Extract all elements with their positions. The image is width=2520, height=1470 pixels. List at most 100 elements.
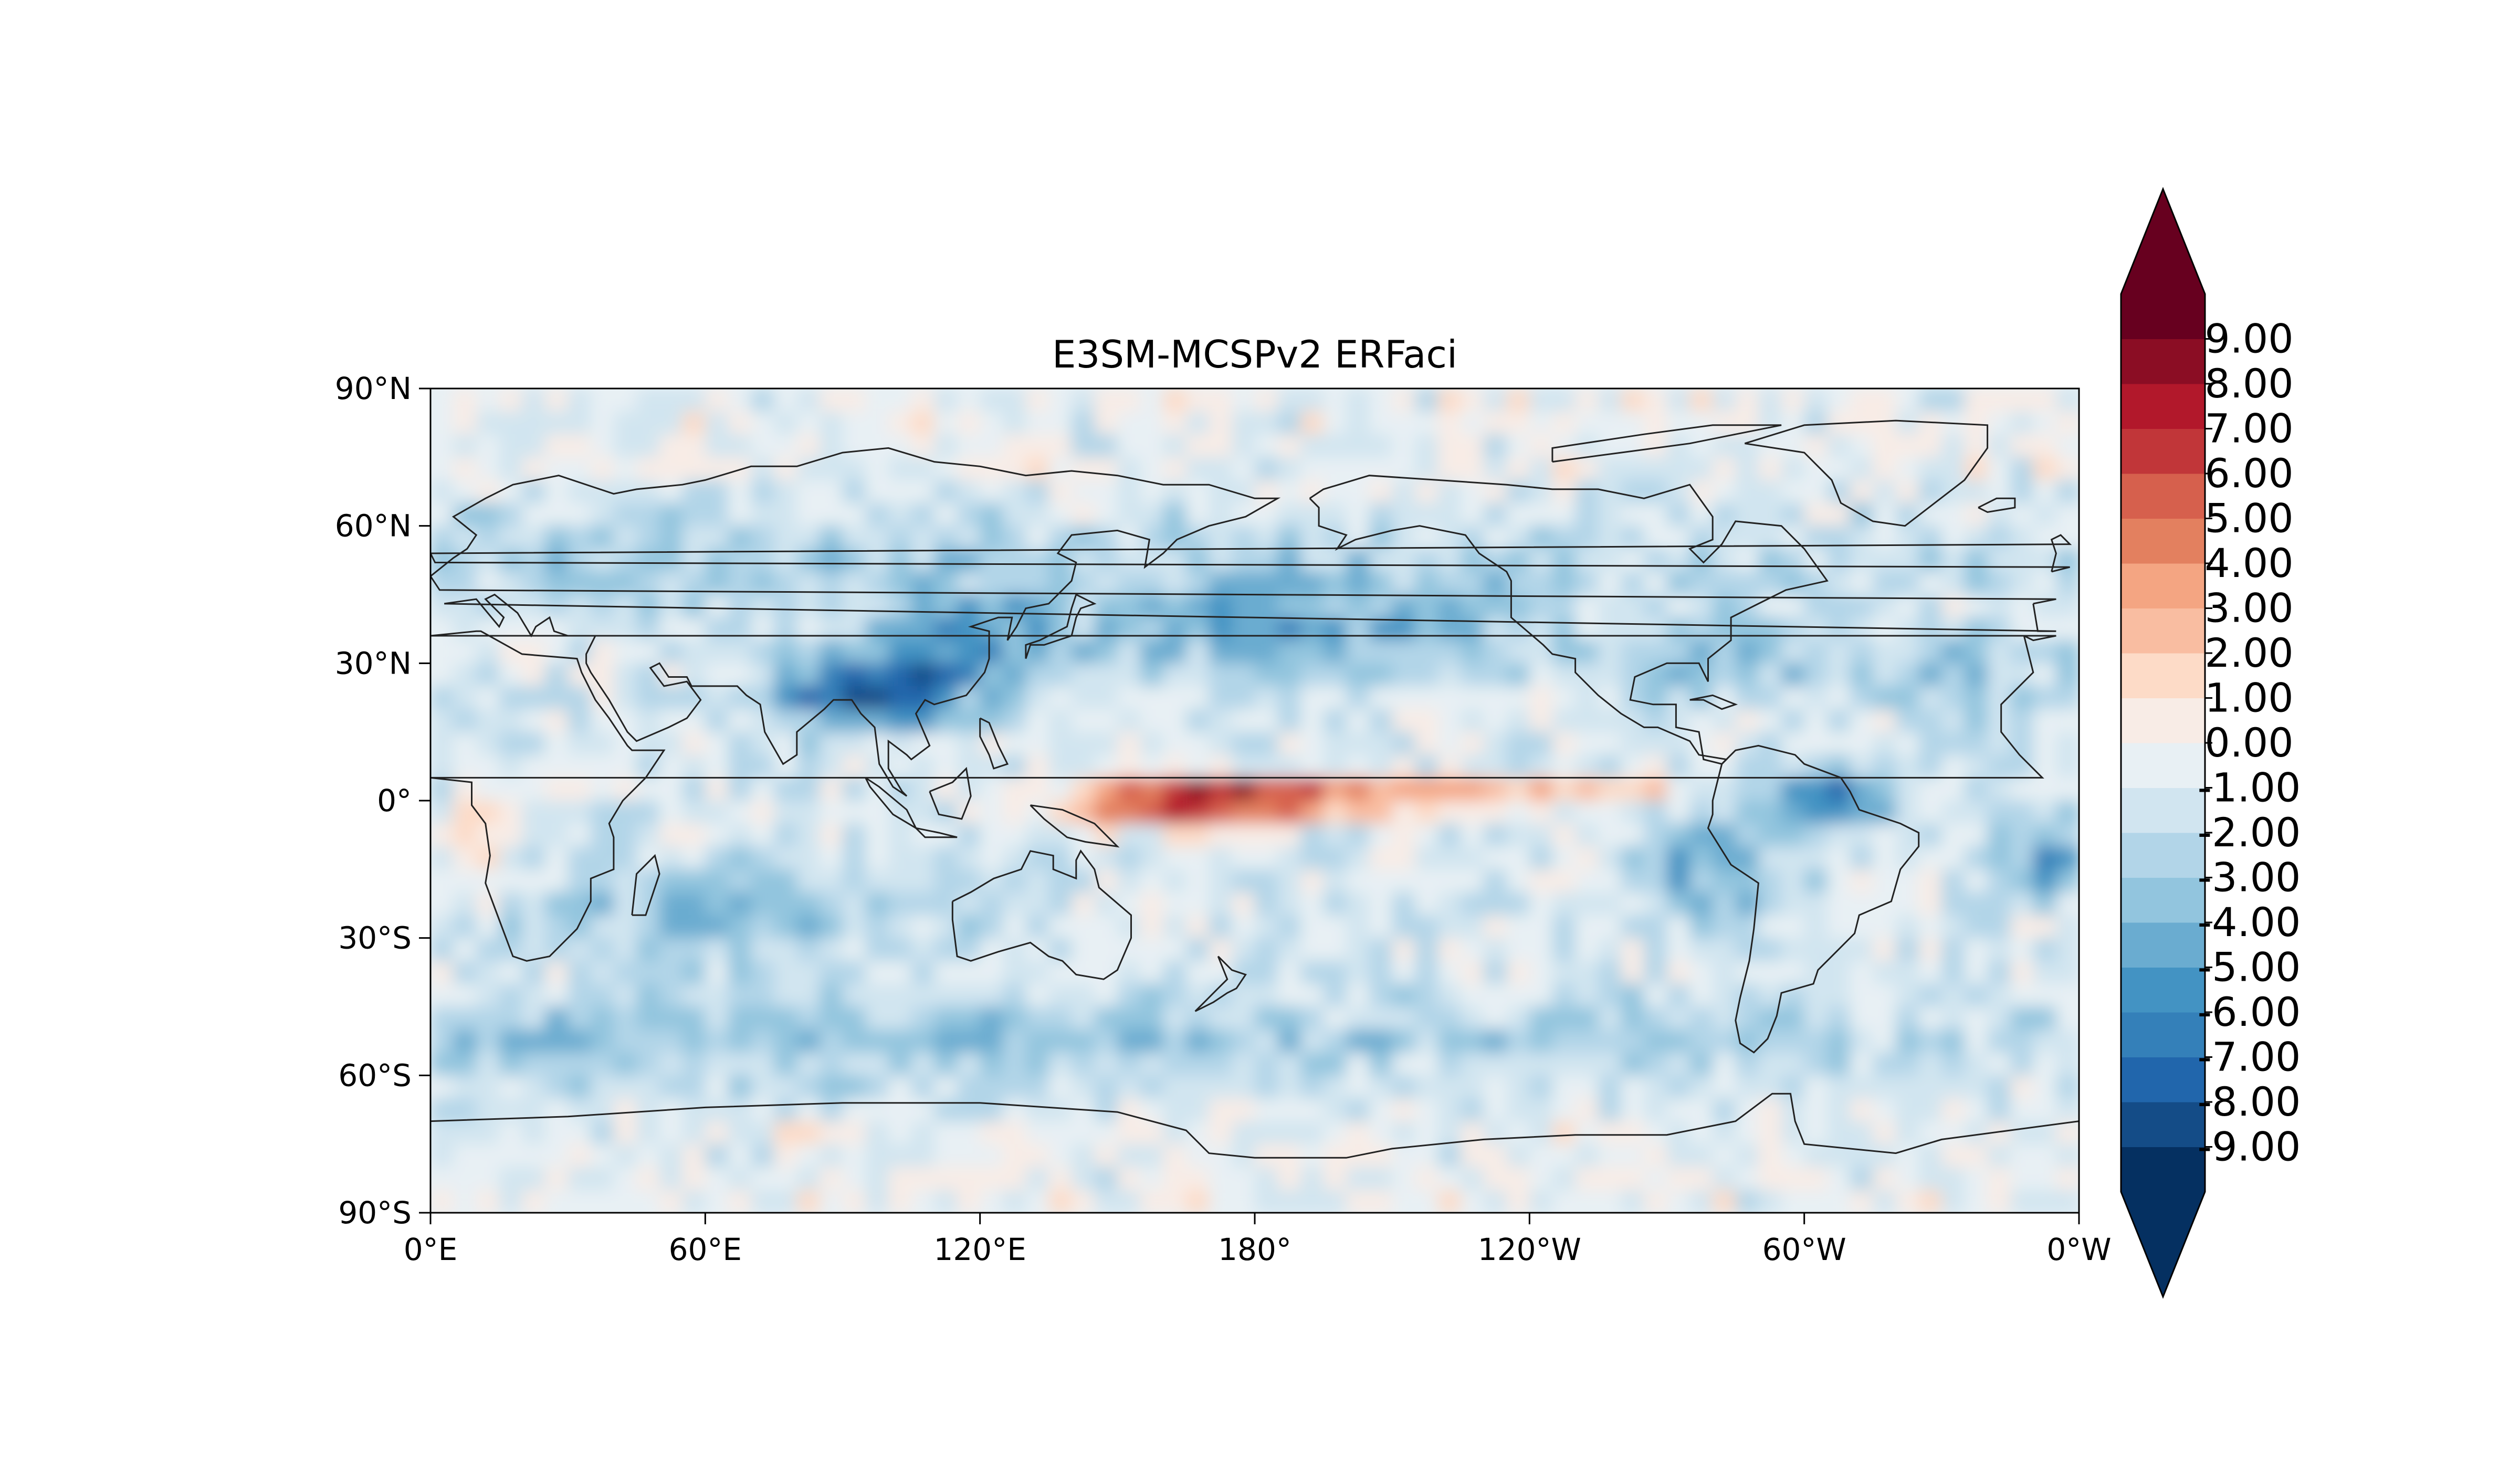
field-cell — [545, 411, 569, 435]
field-cell — [1255, 1030, 1278, 1053]
field-cell — [1873, 823, 1897, 847]
field-cell — [796, 938, 821, 962]
field-cell — [1209, 1121, 1233, 1145]
field-cell — [1575, 617, 1599, 641]
field-cell — [1025, 686, 1049, 710]
field-cell — [2010, 549, 2034, 572]
field-cell — [1827, 617, 1851, 641]
field-cell — [1896, 754, 1919, 779]
field-cell — [682, 869, 706, 893]
field-cell — [1277, 754, 1301, 779]
field-cell — [453, 549, 477, 572]
field-cell — [2056, 663, 2079, 687]
field-cell — [2033, 709, 2057, 733]
field-cell — [1117, 1030, 1141, 1053]
field-cell — [1369, 1006, 1393, 1031]
field-cell — [1048, 1098, 1073, 1122]
colorbar-tick-label: 0.00 — [2204, 719, 2293, 766]
field-cell — [728, 1167, 752, 1191]
field-cell — [1461, 1190, 1485, 1213]
field-cell — [1003, 732, 1026, 755]
field-cell — [1575, 1075, 1599, 1099]
field-cell — [1667, 778, 1690, 801]
field-cell — [1735, 1052, 1759, 1076]
field-cell — [682, 686, 706, 710]
field-cell — [1689, 388, 1714, 412]
field-cell — [682, 709, 706, 733]
field-cell — [430, 961, 454, 984]
field-cell — [728, 480, 752, 503]
field-cell — [2010, 457, 2034, 481]
field-cell — [1484, 434, 1507, 458]
field-cell — [1850, 823, 1874, 847]
field-cell — [430, 892, 454, 916]
field-cell — [1987, 892, 2011, 916]
field-cell — [1300, 388, 1324, 412]
field-cell — [1277, 388, 1301, 412]
field-cell — [980, 686, 1004, 710]
field-cell — [705, 663, 729, 687]
field-cell — [1163, 1190, 1187, 1213]
colorbar-level — [2121, 1057, 2205, 1102]
field-cell — [1598, 411, 1622, 435]
field-cell — [1781, 1030, 1805, 1053]
field-cell — [1255, 388, 1278, 412]
field-cell — [751, 594, 775, 618]
field-cell — [843, 1144, 866, 1168]
field-cell — [682, 411, 706, 435]
field-cell — [934, 457, 958, 481]
field-cell — [1804, 480, 1828, 503]
field-cell — [820, 480, 843, 503]
field-cell — [1346, 1098, 1370, 1122]
field-cell — [1300, 411, 1324, 435]
field-cell — [1781, 778, 1805, 801]
field-cell — [1735, 663, 1759, 687]
field-cell — [682, 1052, 706, 1076]
field-cell — [1323, 1167, 1347, 1191]
field-cell — [1758, 1144, 1782, 1168]
field-cell — [499, 571, 523, 595]
field-cell — [1437, 1098, 1462, 1122]
field-cell — [888, 915, 912, 939]
field-cell — [865, 594, 889, 618]
field-cell — [820, 594, 843, 618]
field-cell — [613, 1098, 637, 1122]
field-cell — [1392, 846, 1416, 870]
coastline-madagascar — [631, 854, 660, 916]
field-cell — [1323, 1144, 1347, 1168]
field-cell — [934, 1144, 958, 1168]
field-cell — [751, 1167, 775, 1191]
field-cell — [1461, 1098, 1485, 1122]
field-cell — [1209, 869, 1233, 893]
field-cell — [1369, 1075, 1393, 1099]
field-cell — [1827, 1052, 1851, 1076]
field-cell — [865, 434, 889, 458]
field-cell — [1003, 663, 1026, 687]
field-cell — [1323, 549, 1347, 572]
field-cell — [843, 892, 866, 916]
field-cell — [865, 915, 889, 939]
field-cell — [1232, 1190, 1255, 1213]
field-cell — [1117, 732, 1141, 755]
field-cell — [1048, 1121, 1073, 1145]
field-cell — [659, 961, 683, 984]
field-cell — [1140, 1167, 1164, 1191]
field-cell — [1048, 388, 1073, 412]
field-cell — [1048, 869, 1073, 893]
colorbar-level — [2121, 474, 2205, 519]
field-cell — [843, 571, 866, 595]
field-cell — [1575, 1052, 1599, 1076]
field-cell — [2010, 754, 2034, 779]
field-cell — [1094, 434, 1118, 458]
field-cell — [1621, 594, 1645, 618]
field-cell — [774, 457, 797, 481]
colorbar-level — [2121, 563, 2205, 608]
field-cell — [1964, 1121, 1988, 1145]
field-cell — [1598, 1190, 1622, 1213]
field-cell — [1094, 663, 1118, 687]
field-cell — [1896, 686, 1919, 710]
field-cell — [1621, 388, 1645, 412]
field-cell — [1415, 594, 1438, 618]
field-cell — [1140, 915, 1164, 939]
field-cell — [1873, 388, 1897, 412]
